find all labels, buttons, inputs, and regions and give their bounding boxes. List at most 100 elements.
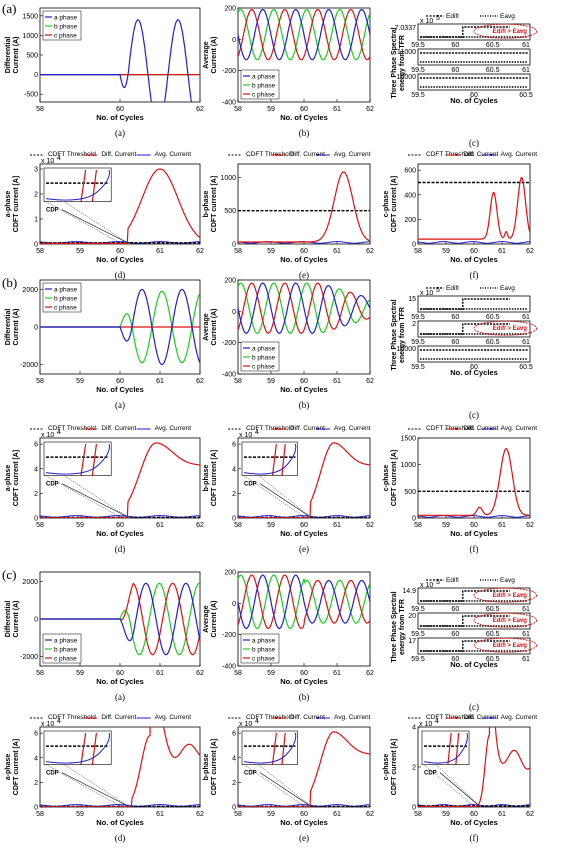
y-tick-label: 500 xyxy=(224,208,236,215)
inset xyxy=(241,441,311,518)
y-tick-label: 200 xyxy=(404,217,416,224)
x-tick-label: 61 xyxy=(522,656,530,663)
x-tick-label: 60.5 xyxy=(519,92,533,99)
inset-connector xyxy=(45,475,121,518)
series-group xyxy=(238,442,370,518)
cdp-label: CDP xyxy=(244,482,257,488)
diff-current-line xyxy=(40,442,200,518)
plot-area xyxy=(417,587,531,605)
x-tick-label: 62 xyxy=(366,378,374,385)
scale-exponent: 5 xyxy=(436,15,440,22)
y-tick-label: -200 xyxy=(222,68,236,75)
legend-entry: b phase xyxy=(252,647,276,654)
y-tick-label: 1500 xyxy=(22,13,38,20)
panel-c2: Edifl Eavg 59.5 60 60.5 61 15 x 10 5 59.5 60 60.5 61… xyxy=(391,285,538,420)
legend-entry: CDFT Threshold xyxy=(246,714,294,721)
x-tick-label: 60 xyxy=(451,631,459,638)
inset-connector xyxy=(435,764,480,807)
legend-entry: c phase xyxy=(54,305,77,312)
x-tick-label: 58 xyxy=(36,811,44,818)
scale-exponent: 4 xyxy=(57,718,61,725)
y-axis-label: Differential xyxy=(5,601,12,638)
inset-diff xyxy=(80,169,98,202)
series-a-phase xyxy=(40,288,200,366)
legend-entry: b phase xyxy=(54,647,78,654)
cdp-arrow xyxy=(259,772,310,806)
panel-b1: 58 59 60 61 62 -400 -200 0 200 No. of Cycles Avera… xyxy=(203,6,374,139)
cdp-arrow xyxy=(259,483,310,517)
inset-box xyxy=(421,730,470,765)
section-label: (a) xyxy=(2,1,16,16)
plot-area xyxy=(417,320,531,338)
inset-connector xyxy=(45,764,121,807)
x-tick-label: 60 xyxy=(451,606,459,613)
y-tick-label: 2 xyxy=(412,321,416,328)
legend-entry: Diff. Current xyxy=(290,714,325,721)
x-tick-label: 58 xyxy=(36,248,44,255)
y-axis-label: CDFT current [A] xyxy=(13,739,20,795)
x-tick-label: 59 xyxy=(76,811,84,818)
inset-connector xyxy=(243,764,305,807)
panel-caption: (a) xyxy=(115,128,125,138)
diff-current-line xyxy=(238,442,370,518)
y-axis-label: CDFT current [A] xyxy=(391,450,398,506)
x-tick-label: 60 xyxy=(451,67,459,74)
legend-entry: Edifl xyxy=(446,285,459,292)
y-axis-label: Three Phase Spectral xyxy=(391,299,398,370)
x-tick-label: 62 xyxy=(366,522,374,529)
x-tick-label: 60 xyxy=(300,670,308,677)
legend-entry: b phase xyxy=(252,355,276,362)
x-tick-label: 59 xyxy=(267,522,275,529)
y-tick-label: 0 xyxy=(232,601,236,608)
y-axis-label: Average xyxy=(203,41,210,68)
plot-area xyxy=(417,612,531,630)
series-group xyxy=(238,731,370,807)
annotation-ellipse xyxy=(473,320,538,336)
legend-entry: b phase xyxy=(54,296,78,303)
section-label: (b) xyxy=(2,275,17,290)
x-tick-label: 62 xyxy=(366,248,374,255)
panel-c1: Edifl Eavg 59.5 60 60.5 61 Edifl > Eavg x 10 5 7.… xyxy=(391,13,538,148)
panel-caption: (e) xyxy=(299,270,309,280)
x-tick-label: 60 xyxy=(300,378,308,385)
panel-c3: Edifl Eavg 59.5 60 60.5 61 14.9 Edifl > Eavg x 1… xyxy=(391,577,538,712)
x-tick-label: 60 xyxy=(116,811,124,818)
panel-caption: (e) xyxy=(299,544,309,554)
x-tick-label: 62 xyxy=(366,811,374,818)
inset-box xyxy=(241,441,298,476)
scale-exponent: 5 xyxy=(436,579,440,586)
y-tick-label: 2 xyxy=(232,780,236,787)
y-tick-label: 400 xyxy=(404,192,416,199)
legend-entry: Diff. Current xyxy=(290,425,325,432)
y-axis-label: c-phase xyxy=(383,754,390,781)
inset xyxy=(43,730,129,807)
legend-entry: c phase xyxy=(54,656,77,663)
y-tick-label: 600 xyxy=(404,168,416,175)
legend: Edifl Eavg xyxy=(426,577,515,584)
panel-caption: (c) xyxy=(469,702,479,712)
diff-current-line xyxy=(40,168,200,244)
inset-connector xyxy=(423,764,475,807)
y-tick-label: 11000 xyxy=(397,49,416,56)
x-tick-label: 62 xyxy=(526,522,534,529)
series-group xyxy=(40,168,200,244)
y-tick-label: 0 xyxy=(34,242,38,249)
series-group xyxy=(40,442,200,518)
x-tick-label: 60.5 xyxy=(486,314,500,321)
y-tick-label: -2000 xyxy=(20,654,38,661)
x-tick-label: 61 xyxy=(333,522,341,529)
y-tick-label: -400 xyxy=(222,372,236,379)
y-tick-label: 16000 xyxy=(397,74,417,81)
x-axis-label: No. of Cycles xyxy=(450,368,498,377)
inset-avg xyxy=(45,169,110,201)
panel-caption: (f) xyxy=(470,833,479,843)
y-tick-label: 1000 xyxy=(22,33,38,40)
x-tick-label: 59.5 xyxy=(411,42,425,49)
